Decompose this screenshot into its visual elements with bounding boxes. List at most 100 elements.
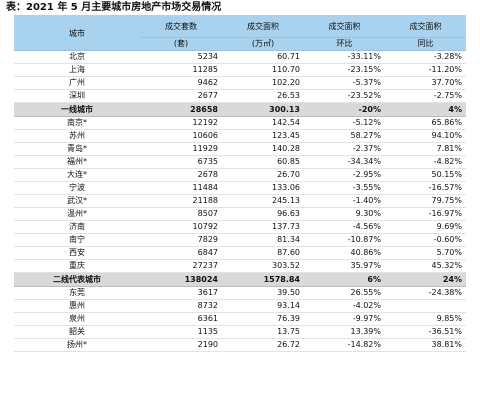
table-row: 东莞 3617 39.50 26.55% -24.38%	[14, 286, 466, 300]
cell-volume: 27237	[140, 259, 222, 273]
cell-area: 81.34	[222, 233, 304, 247]
cell-area-yoy: -2.75%	[385, 89, 466, 103]
cell-area-mom: -4.02%	[304, 299, 385, 313]
cell-area-yoy: -36.51%	[385, 325, 466, 339]
cell-area-mom: -20%	[304, 102, 385, 117]
cell-area-mom: -4.56%	[304, 220, 385, 234]
cell-volume: 3617	[140, 286, 222, 300]
header-area-yoy: 成交面积	[385, 15, 466, 38]
table-row: 西安 6847 87.60 40.86% 5.70%	[14, 246, 466, 260]
cell-area: 133.06	[222, 181, 304, 195]
cell-area-yoy: 50.15%	[385, 168, 466, 182]
cell-area: 96.63	[222, 207, 304, 221]
cell-area-yoy: 38.81%	[385, 338, 466, 352]
cell-city: 大连*	[14, 168, 140, 182]
cell-area-yoy: 5.70%	[385, 246, 466, 260]
cell-area-mom: -23.52%	[304, 89, 385, 103]
cell-area: 303.52	[222, 259, 304, 273]
header-area: 成交面积	[222, 15, 304, 38]
cell-city: 苏州	[14, 129, 140, 143]
cell-area-yoy: 94.10%	[385, 129, 466, 143]
cell-volume: 10606	[140, 129, 222, 143]
table-row: 温州* 8507 96.63 9.30% -16.97%	[14, 207, 466, 221]
cell-area-yoy: -11.20%	[385, 63, 466, 77]
table-row: 青岛* 11929 140.28 -2.37% 7.81%	[14, 142, 466, 156]
cell-area-yoy: -0.60%	[385, 233, 466, 247]
cell-area: 300.13	[222, 102, 304, 117]
cell-volume: 5234	[140, 50, 222, 64]
cell-volume: 11285	[140, 63, 222, 77]
table-row: 惠州 8732 93.14 -4.02%	[14, 299, 466, 313]
table-row: 韶关 1135 13.75 13.39% -36.51%	[14, 325, 466, 339]
cell-area-yoy: 9.69%	[385, 220, 466, 234]
cell-area: 140.28	[222, 142, 304, 156]
cell-area-yoy: 45.32%	[385, 259, 466, 273]
header-area-unit: (万㎡)	[222, 37, 304, 51]
cell-area-mom: 58.27%	[304, 129, 385, 143]
table-row: 苏州 10606 123.45 58.27% 94.10%	[14, 129, 466, 143]
cell-volume: 6847	[140, 246, 222, 260]
cell-city: 南京*	[14, 116, 140, 130]
table-row: 泉州 6361 76.39 -9.97% 9.85%	[14, 312, 466, 326]
cell-area-mom: 6%	[304, 272, 385, 287]
cell-area-yoy: 79.75%	[385, 194, 466, 208]
cell-city: 广州	[14, 76, 140, 90]
cell-area-mom: -5.37%	[304, 76, 385, 90]
cell-city: 一线城市	[14, 102, 140, 117]
table-row: 南京* 12192 142.54 -5.12% 65.86%	[14, 116, 466, 130]
cell-area-mom: -23.15%	[304, 63, 385, 77]
header-area-mom: 成交面积	[304, 15, 385, 38]
header-city: 城市	[14, 15, 140, 51]
cell-city: 福州*	[14, 155, 140, 169]
cell-volume: 1135	[140, 325, 222, 339]
cell-area-mom: 35.97%	[304, 259, 385, 273]
table-row: 南宁 7829 81.34 -10.87% -0.60%	[14, 233, 466, 247]
cell-volume: 8507	[140, 207, 222, 221]
summary-row: 二线代表城市 138024 1578.84 6% 24%	[14, 272, 466, 287]
cell-volume: 7829	[140, 233, 222, 247]
table-row: 宁波 11484 133.06 -3.55% -16.57%	[14, 181, 466, 195]
cell-area-mom: -33.11%	[304, 50, 385, 64]
cell-area-mom: -9.97%	[304, 312, 385, 326]
cell-area: 26.72	[222, 338, 304, 352]
cell-city: 泉州	[14, 312, 140, 326]
cell-area-yoy: -16.97%	[385, 207, 466, 221]
table-body: 北京 5234 60.71 -33.11% -3.28% 上海 11285 110.70 -23…	[14, 50, 466, 352]
cell-city: 惠州	[14, 299, 140, 313]
housing-transactions-table: 城市 成交套数 成交面积 成交面积 成交面积 (套) (万㎡) 环比 同比 北京…	[14, 15, 466, 352]
cell-area-yoy: -4.82%	[385, 155, 466, 169]
cell-area-mom: 9.30%	[304, 207, 385, 221]
cell-area: 245.13	[222, 194, 304, 208]
cell-area: 76.39	[222, 312, 304, 326]
cell-volume: 11929	[140, 142, 222, 156]
cell-area-mom: -1.40%	[304, 194, 385, 208]
cell-city: 深圳	[14, 89, 140, 103]
table-row: 北京 5234 60.71 -33.11% -3.28%	[14, 50, 466, 64]
header-mom: 环比	[304, 37, 385, 51]
cell-city: 扬州*	[14, 338, 140, 352]
cell-area: 123.45	[222, 129, 304, 143]
cell-area-yoy: -3.28%	[385, 50, 466, 64]
cell-city: 武汉*	[14, 194, 140, 208]
cell-city: 韶关	[14, 325, 140, 339]
cell-area-yoy	[385, 299, 466, 313]
table-row: 大连* 2678 26.70 -2.95% 50.15%	[14, 168, 466, 182]
cell-volume: 8732	[140, 299, 222, 313]
cell-area-yoy: 24%	[385, 272, 466, 287]
cell-city: 南宁	[14, 233, 140, 247]
cell-city: 重庆	[14, 259, 140, 273]
cell-area-yoy: -16.57%	[385, 181, 466, 195]
cell-area-yoy: 65.86%	[385, 116, 466, 130]
cell-volume: 2677	[140, 89, 222, 103]
header-yoy: 同比	[385, 37, 466, 51]
cell-volume: 6735	[140, 155, 222, 169]
table-row: 广州 9462 102.20 -5.37% 37.70%	[14, 76, 466, 90]
cell-area-yoy: 9.85%	[385, 312, 466, 326]
cell-volume: 11484	[140, 181, 222, 195]
cell-area-mom: -5.12%	[304, 116, 385, 130]
cell-area-mom: -2.95%	[304, 168, 385, 182]
cell-city: 温州*	[14, 207, 140, 221]
cell-area: 26.70	[222, 168, 304, 182]
cell-area-mom: -2.37%	[304, 142, 385, 156]
header-volume-unit: (套)	[140, 37, 222, 51]
